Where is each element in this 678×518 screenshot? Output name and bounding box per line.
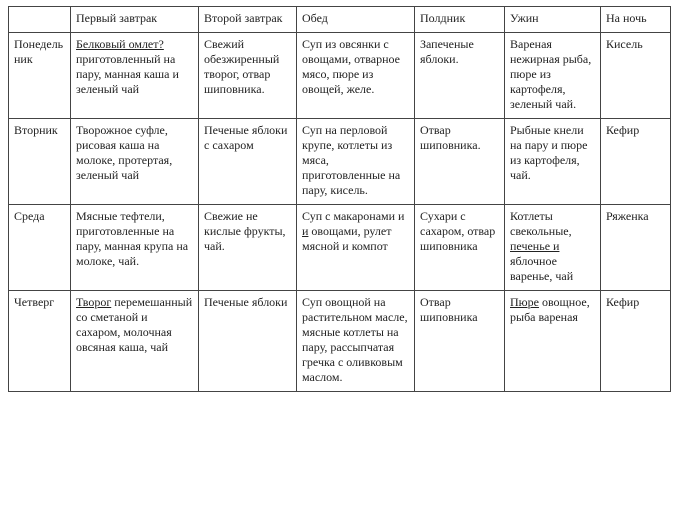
cell-breakfast2: Печеные яблоки с сахаром xyxy=(199,119,297,205)
cell-breakfast1: Творог перемешанный со сметаной и сахаро… xyxy=(71,291,199,392)
cell-snack: Отвар шиповника. xyxy=(415,119,505,205)
cell-dinner: Котлеты свекольные, печенье и яблочное в… xyxy=(505,205,601,291)
cell-breakfast1: Белковый омлет? приготовленный на пару, … xyxy=(71,33,199,119)
cell-night: Кефир xyxy=(601,291,671,392)
cell-breakfast1: Мясные тефтели, приготовленные на пару, … xyxy=(71,205,199,291)
table-row: Вторник Творожное суфле, рисовая каша на… xyxy=(9,119,671,205)
cell-lunch: Суп из овсянки с овощами, отварное мясо,… xyxy=(297,33,415,119)
col-night: На ночь xyxy=(601,7,671,33)
cell-day: Четверг xyxy=(9,291,71,392)
cell-day: Среда xyxy=(9,205,71,291)
col-dinner: Ужин xyxy=(505,7,601,33)
cell-night: Кисель xyxy=(601,33,671,119)
cell-night: Ряженка xyxy=(601,205,671,291)
cell-night: Кефир xyxy=(601,119,671,205)
cell-lunch: Суп с макаронами и и овощами, рулет мясн… xyxy=(297,205,415,291)
table-row: Среда Мясные тефтели, приготовленные на … xyxy=(9,205,671,291)
col-snack: Полдник xyxy=(415,7,505,33)
cell-dinner: Вареная нежирная рыба, пюре из картофеля… xyxy=(505,33,601,119)
table-row: Четверг Творог перемешанный со сметаной … xyxy=(9,291,671,392)
cell-lunch: Суп на перловой крупе, котлеты из мяса, … xyxy=(297,119,415,205)
table-header-row: Первый завтрак Второй завтрак Обед Полдн… xyxy=(9,7,671,33)
cell-snack: Отвар шиповника xyxy=(415,291,505,392)
cell-snack: Запеченые яблоки. xyxy=(415,33,505,119)
cell-dinner: Пюре овощное, рыба вареная xyxy=(505,291,601,392)
col-breakfast2: Второй завтрак xyxy=(199,7,297,33)
col-lunch: Обед xyxy=(297,7,415,33)
cell-dinner: Рыбные кнели на пару и пюре из картофеля… xyxy=(505,119,601,205)
cell-lunch: Суп овощной на растительном масле, мясны… xyxy=(297,291,415,392)
meal-plan-table: Первый завтрак Второй завтрак Обед Полдн… xyxy=(8,6,671,392)
col-breakfast1: Первый завтрак xyxy=(71,7,199,33)
cell-breakfast2: Печеные яблоки xyxy=(199,291,297,392)
cell-breakfast2: Свежие не кислые фрукты, чай. xyxy=(199,205,297,291)
cell-breakfast1: Творожное суфле, рисовая каша на молоке,… xyxy=(71,119,199,205)
col-day xyxy=(9,7,71,33)
table-row: Понедельник Белковый омлет? приготовленн… xyxy=(9,33,671,119)
cell-breakfast2: Свежий обезжиренный творог, отвар шиповн… xyxy=(199,33,297,119)
cell-day: Вторник xyxy=(9,119,71,205)
cell-day: Понедельник xyxy=(9,33,71,119)
cell-snack: Сухари с сахаром, отвар шиповника xyxy=(415,205,505,291)
